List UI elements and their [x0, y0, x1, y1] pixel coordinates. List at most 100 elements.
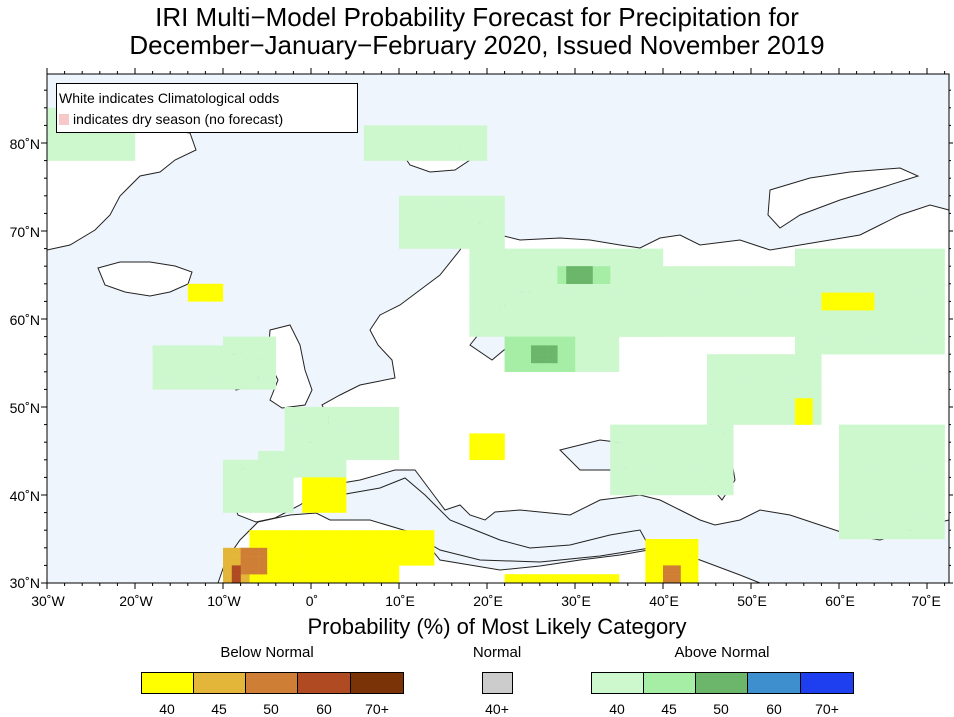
below-40-cell: [390, 539, 400, 548]
above-40-cell: [909, 495, 919, 504]
above-40-cell: [390, 424, 400, 434]
above-40-cell: [865, 442, 875, 452]
below-40-cell: [865, 301, 875, 311]
above-40-cell: [381, 424, 391, 434]
above-40-cell: [812, 354, 822, 364]
above-40-cell: [812, 389, 822, 399]
above-40-cell: [619, 292, 628, 302]
above-40-cell: [918, 477, 928, 487]
above-40-cell: [478, 275, 488, 284]
below-40-cell: [425, 539, 435, 548]
above-40-cell: [363, 125, 373, 135]
above-40-cell: [680, 319, 690, 328]
below-50-swatch: [245, 672, 298, 694]
above-40-cell: [927, 451, 936, 460]
above-40-cell: [759, 266, 769, 276]
lon-label-20e: 20˚E: [473, 593, 503, 609]
above-40-cell: [425, 125, 435, 135]
above-40-cell: [601, 336, 611, 346]
above-40-cell: [865, 495, 875, 504]
above-40-cell: [214, 345, 224, 355]
above-40-cell: [918, 451, 928, 460]
above-40-cell: [495, 266, 505, 276]
above-40-cell: [927, 495, 936, 504]
above-45-cell: [513, 345, 523, 355]
above-40-cell: [724, 266, 734, 276]
above-40-cell: [865, 433, 875, 443]
above-40-cell: [627, 433, 637, 443]
below-50-cell: [258, 565, 268, 575]
above-40-cell: [900, 319, 910, 328]
below-40-cell: [522, 574, 532, 584]
above-40-cell: [724, 468, 734, 478]
above-40-cell: [663, 319, 672, 328]
above-40-cell: [759, 415, 769, 425]
above-40-cell: [795, 319, 804, 328]
above-40-cell: [223, 345, 232, 355]
above-40-cell: [803, 345, 813, 355]
above-40-cell: [73, 134, 83, 144]
above-40-cell: [390, 407, 400, 416]
above-45-cell: [566, 363, 576, 372]
above-40-cell: [557, 310, 567, 320]
above-40-cell: [645, 442, 655, 452]
above-40-cell: [803, 310, 813, 320]
above-40-cell: [839, 433, 848, 443]
below-40-cell: [337, 539, 347, 548]
above-40-cell: [434, 125, 444, 135]
below-40-cell: [390, 530, 400, 540]
above-40-cell: [522, 327, 532, 337]
above-40-cell: [390, 415, 400, 425]
above-40-cell: [311, 433, 320, 443]
above-40-cell: [742, 398, 752, 408]
above-40-cell: [548, 275, 558, 284]
below-label-60: 60: [316, 701, 332, 717]
above-40-cell: [240, 486, 250, 496]
above-40-cell: [847, 248, 857, 258]
above-40-cell: [539, 257, 549, 267]
above-40-cell: [715, 380, 725, 390]
above-40-cell: [883, 310, 892, 320]
above-40-cell: [742, 301, 752, 311]
above-40-cell: [733, 398, 743, 408]
above-normal-title: Above Normal: [674, 644, 770, 661]
above-40-cell: [478, 125, 488, 135]
above-40-cell: [768, 380, 778, 390]
above-40-cell: [539, 301, 549, 311]
above-40-cell: [768, 301, 778, 311]
below-40-cell: [187, 292, 197, 302]
above-40-cell: [707, 327, 716, 337]
above-40-cell: [187, 363, 197, 372]
above-40-cell: [751, 407, 760, 416]
above-40-cell: [724, 486, 734, 496]
below-40-cell: [311, 486, 320, 496]
above-40-cell: [847, 503, 857, 513]
above-40-cell: [759, 327, 769, 337]
above-40-cell: [918, 468, 928, 478]
below-40-cell: [293, 565, 303, 575]
below-40-cell: [847, 292, 857, 302]
above-40-cell: [865, 336, 875, 346]
above-40-cell: [883, 266, 892, 276]
above-40-cell: [698, 310, 708, 320]
above-40-cell: [451, 151, 461, 161]
above-40-cell: [724, 459, 734, 469]
above-40-cell: [891, 248, 901, 258]
above-40-cell: [601, 301, 611, 311]
above-40-cell: [161, 363, 171, 372]
above-40-cell: [847, 257, 857, 267]
above-40-cell: [680, 266, 690, 276]
below-40-cell: [311, 539, 320, 548]
above-40-cell: [663, 468, 672, 478]
below-45-cell: [223, 556, 232, 566]
above-40-cell: [900, 275, 910, 284]
above-40-cell: [839, 486, 848, 496]
above-40-cell: [759, 380, 769, 390]
above-40-cell: [724, 275, 734, 284]
above-40-cell: [302, 451, 312, 460]
above-40-cell: [249, 486, 259, 496]
above-40-cell: [707, 275, 716, 284]
above-40-cell: [698, 319, 708, 328]
above-40-cell: [830, 266, 840, 276]
above-40-cell: [715, 415, 725, 425]
